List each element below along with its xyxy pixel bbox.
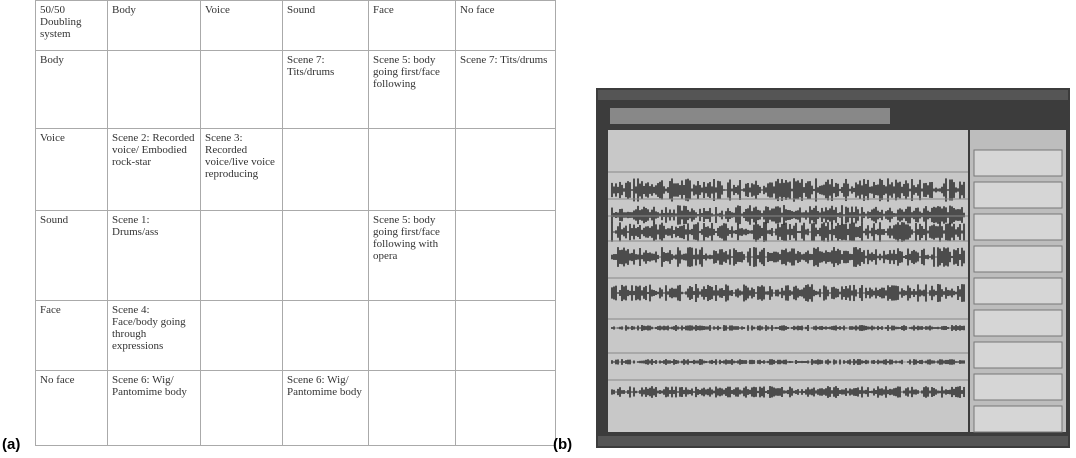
mixer-strip (974, 182, 1062, 208)
arrangement (608, 130, 968, 432)
statusbar (598, 436, 1068, 446)
toolbar (598, 90, 1068, 100)
mixer-strip (974, 406, 1062, 432)
mixer-strip (974, 214, 1062, 240)
page: 50/50 Doubling systemBodyVoiceSoundFaceN… (0, 0, 1076, 458)
mixer-strip (974, 278, 1062, 304)
mixer-strip (974, 150, 1062, 176)
mixer-strip (974, 310, 1062, 336)
mixer-strip (974, 374, 1062, 400)
mixer-strip (974, 342, 1062, 368)
overview (610, 108, 890, 124)
mixer-strip (974, 246, 1062, 272)
daw-screenshot (0, 0, 1076, 458)
